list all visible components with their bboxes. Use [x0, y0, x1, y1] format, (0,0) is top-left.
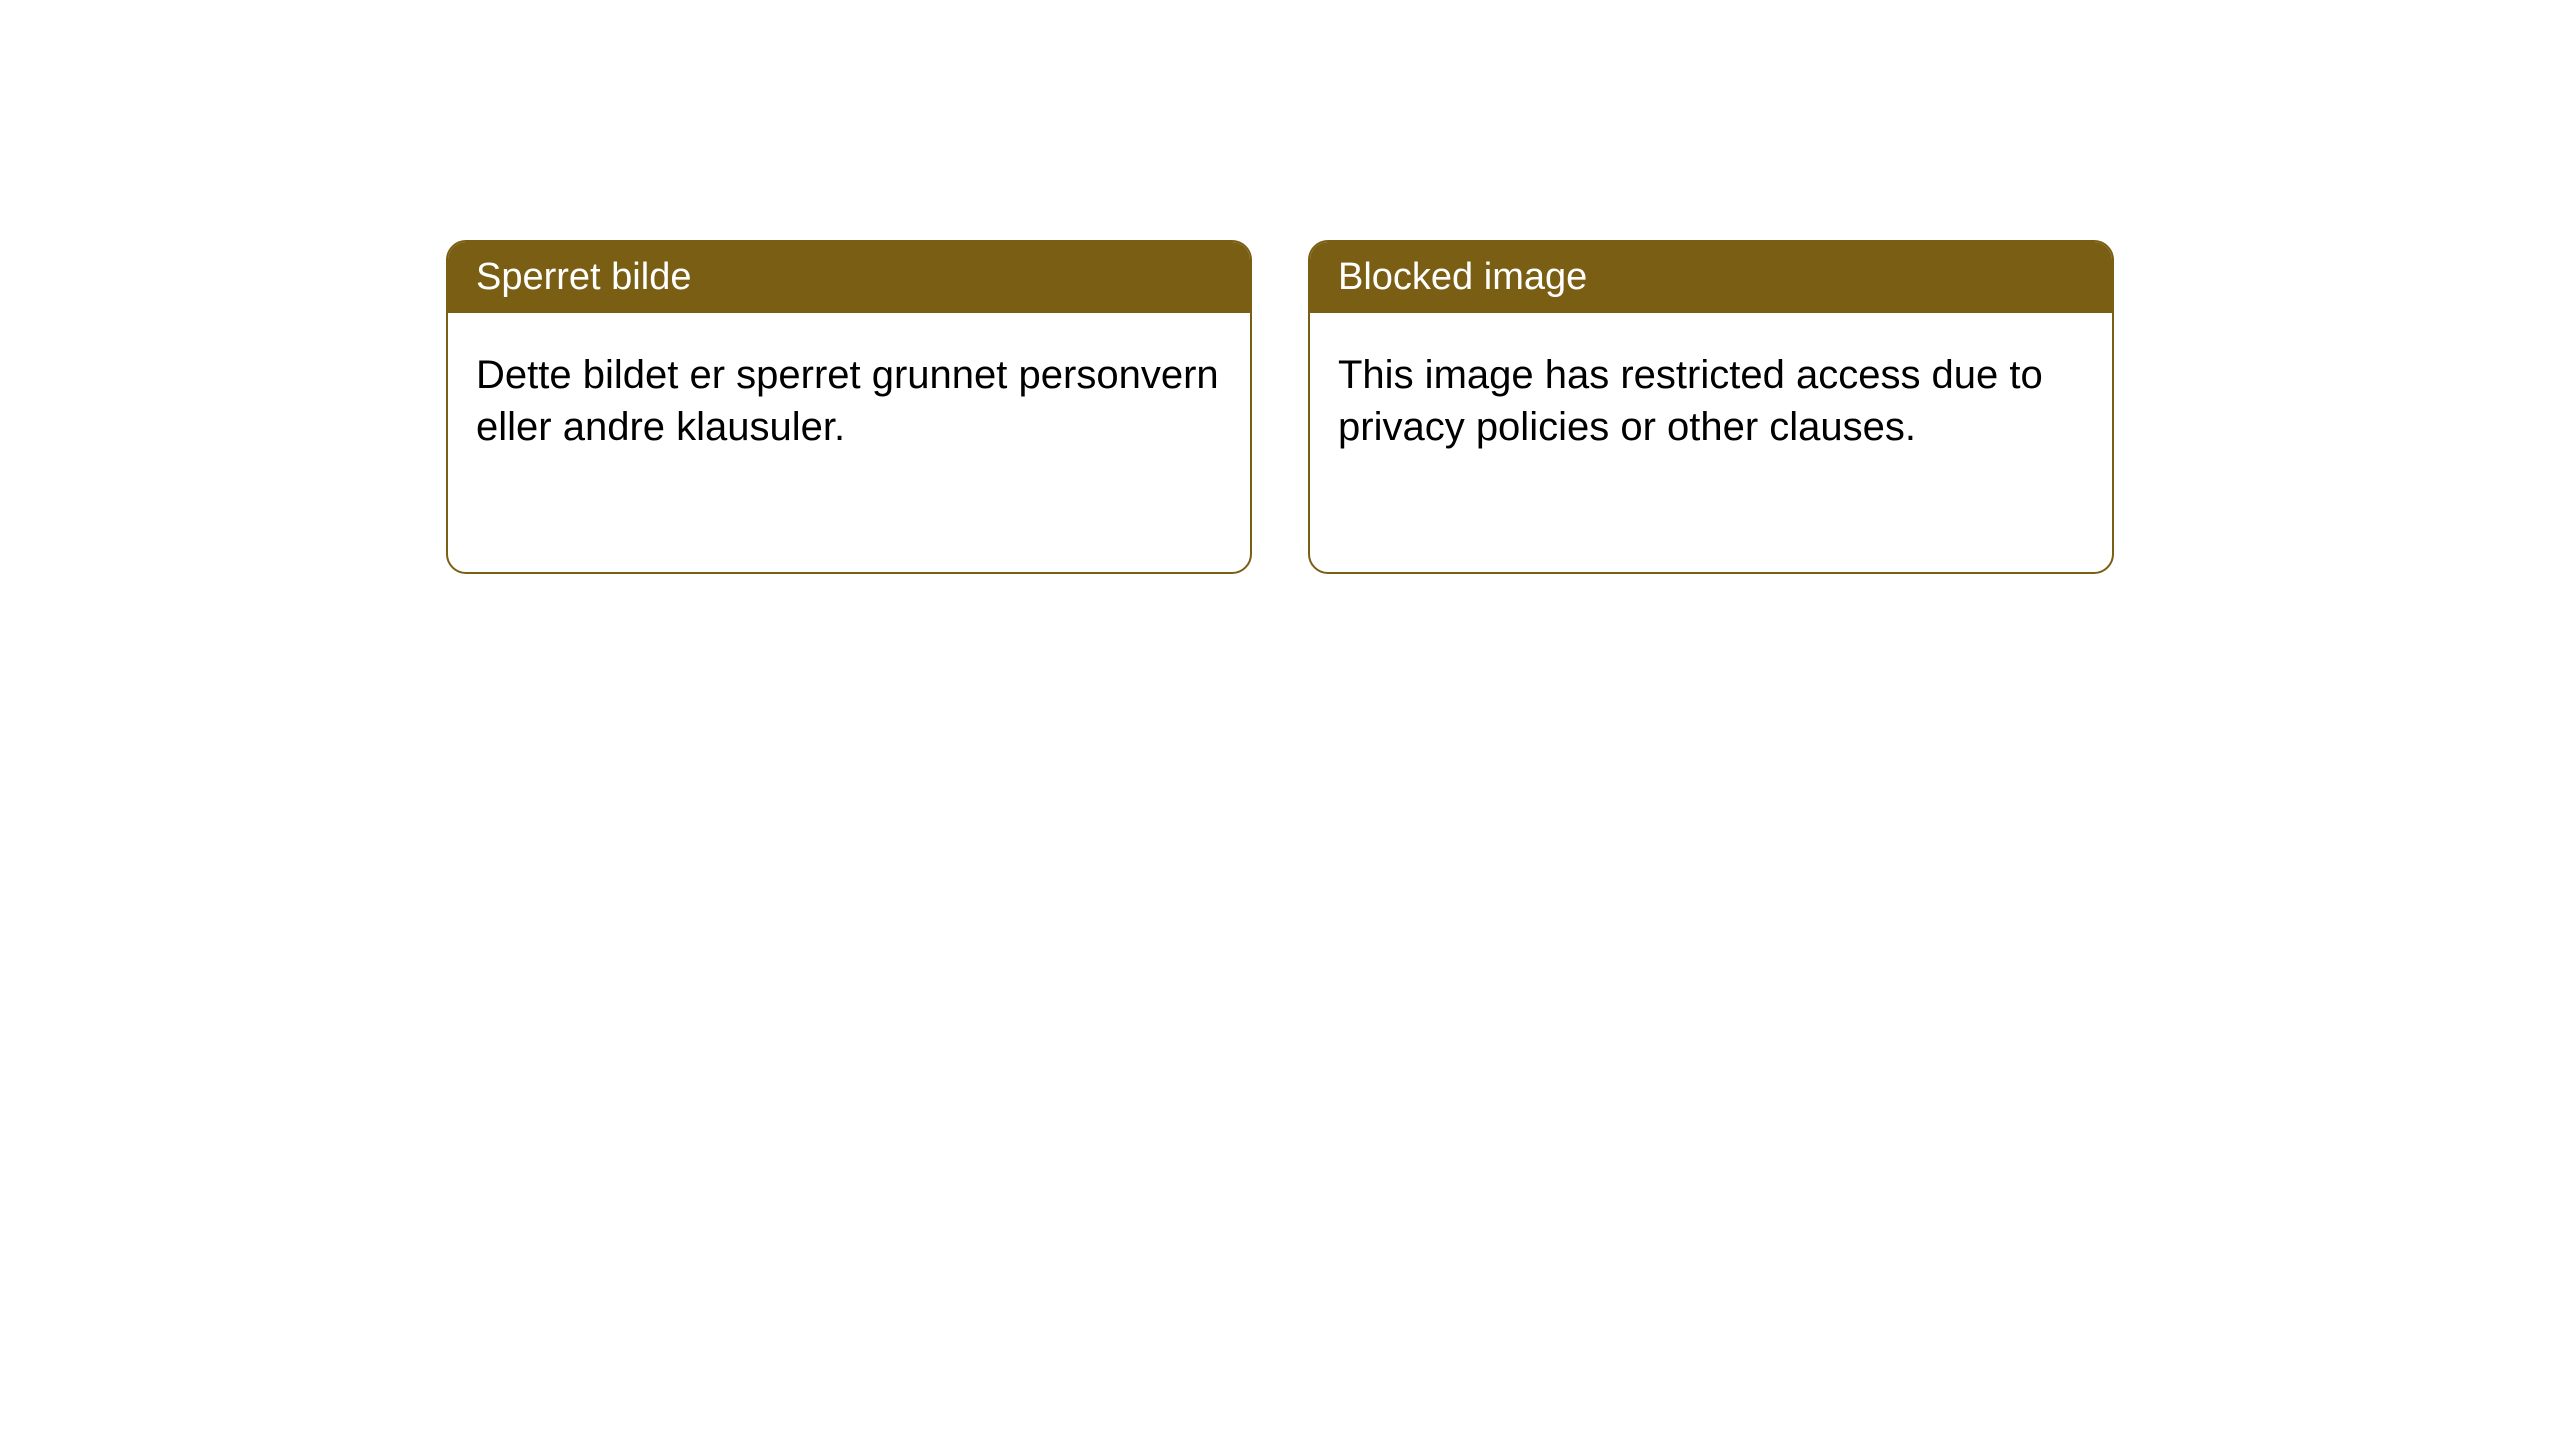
notice-container: Sperret bilde Dette bildet er sperret gr…	[0, 0, 2560, 574]
card-title: Blocked image	[1338, 256, 1587, 298]
card-header: Sperret bilde	[448, 242, 1250, 313]
card-header: Blocked image	[1310, 242, 2112, 313]
blocked-image-card-english: Blocked image This image has restricted …	[1308, 240, 2114, 574]
card-body-text: Dette bildet er sperret grunnet personve…	[476, 353, 1219, 449]
card-title: Sperret bilde	[476, 256, 691, 298]
blocked-image-card-norwegian: Sperret bilde Dette bildet er sperret gr…	[446, 240, 1252, 574]
card-body-text: This image has restricted access due to …	[1338, 353, 2043, 449]
card-body: This image has restricted access due to …	[1310, 313, 2112, 489]
card-body: Dette bildet er sperret grunnet personve…	[448, 313, 1250, 489]
